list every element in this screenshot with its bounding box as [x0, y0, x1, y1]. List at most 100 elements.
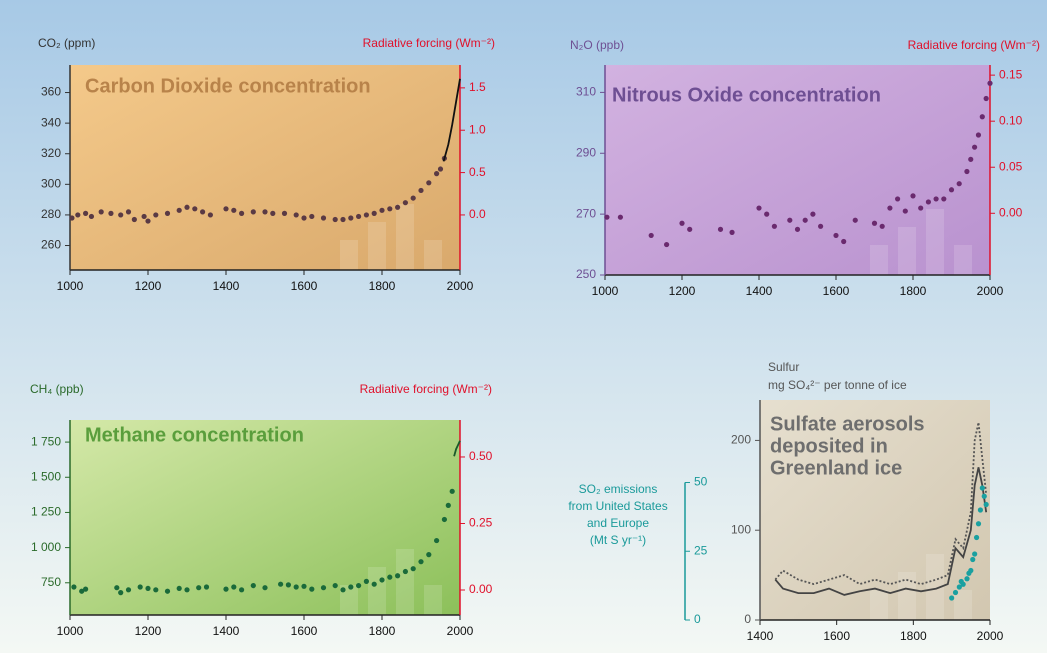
- data-point: [192, 206, 197, 211]
- data-point: [231, 208, 236, 213]
- data-point: [403, 200, 408, 205]
- decor: [424, 585, 442, 615]
- data-point: [984, 502, 989, 507]
- data-point: [395, 205, 400, 210]
- x-tick-label: 1000: [592, 284, 619, 298]
- data-point: [949, 187, 954, 192]
- y2-tick-label: 25: [694, 543, 708, 557]
- x-tick-label: 2000: [447, 624, 474, 638]
- data-point: [395, 573, 400, 578]
- y2-tick-label: 50: [694, 475, 708, 489]
- data-point: [772, 224, 777, 229]
- data-point: [387, 206, 392, 211]
- y-axis-label: CH₄ (ppb): [30, 382, 84, 396]
- data-point: [294, 584, 299, 589]
- figure: Carbon Dioxide concentrationCO₂ (ppm)Rad…: [0, 0, 1047, 653]
- decor: [954, 245, 972, 275]
- chart-title: Carbon Dioxide concentration: [85, 75, 371, 97]
- decor: [870, 590, 888, 620]
- x-tick-label: 1600: [291, 624, 318, 638]
- decor: [396, 549, 414, 615]
- data-point: [795, 227, 800, 232]
- data-point: [418, 188, 423, 193]
- data-point: [926, 199, 931, 204]
- data-point: [223, 206, 228, 211]
- data-point: [153, 212, 158, 217]
- data-point: [957, 181, 962, 186]
- data-point: [964, 576, 969, 581]
- x-tick-label: 2000: [977, 629, 1004, 643]
- data-point: [153, 587, 158, 592]
- data-point: [262, 209, 267, 214]
- data-point: [972, 145, 977, 150]
- data-point: [278, 582, 283, 587]
- y2-axis-label: (Mt S yr⁻¹): [590, 533, 646, 547]
- data-point: [972, 551, 977, 556]
- data-point: [372, 582, 377, 587]
- data-point: [71, 584, 76, 589]
- x-tick-label: 1600: [823, 284, 850, 298]
- y-tick-label: 290: [576, 145, 596, 159]
- data-point: [887, 205, 892, 210]
- decor: [424, 240, 442, 270]
- y2-tick-label: 0.00: [469, 582, 493, 596]
- data-point: [138, 584, 143, 589]
- chart-title: Greenland ice: [770, 457, 902, 479]
- y2-tick-label: 0.0: [469, 207, 486, 221]
- y2-axis-label: from United States: [568, 499, 667, 513]
- data-point: [403, 569, 408, 574]
- x-tick-label: 1200: [669, 284, 696, 298]
- data-point: [348, 584, 353, 589]
- data-point: [618, 215, 623, 220]
- data-point: [604, 215, 609, 220]
- data-point: [348, 215, 353, 220]
- y-tick-label: 750: [41, 575, 61, 589]
- chart-title: Methane concentration: [85, 424, 304, 446]
- data-point: [165, 211, 170, 216]
- data-point: [126, 209, 131, 214]
- x-tick-label: 2000: [977, 284, 1004, 298]
- x-tick-label: 1600: [291, 279, 318, 293]
- data-point: [895, 196, 900, 201]
- data-point: [340, 217, 345, 222]
- data-point: [83, 211, 88, 216]
- data-point: [968, 157, 973, 162]
- data-point: [75, 212, 80, 217]
- data-point: [984, 96, 989, 101]
- data-point: [426, 552, 431, 557]
- x-tick-label: 1200: [135, 624, 162, 638]
- data-point: [387, 575, 392, 580]
- data-point: [841, 239, 846, 244]
- y-tick-label: 100: [731, 522, 751, 536]
- data-point: [756, 205, 761, 210]
- y2-tick-label: 0.15: [999, 67, 1023, 81]
- decor: [340, 240, 358, 270]
- y2-tick-label: 0.25: [469, 516, 493, 530]
- data-point: [982, 494, 987, 499]
- y2-axis-label: SO₂ emissions: [579, 482, 658, 496]
- y2-tick-label: 0.10: [999, 113, 1023, 127]
- x-tick-label: 1800: [900, 284, 927, 298]
- data-point: [165, 589, 170, 594]
- data-point: [83, 587, 88, 592]
- data-point: [987, 81, 992, 86]
- page: Carbon Dioxide concentrationCO₂ (ppm)Rad…: [0, 0, 1047, 653]
- data-point: [872, 221, 877, 226]
- data-point: [333, 583, 338, 588]
- y2-axis-label: Radiative forcing (Wm⁻²): [908, 38, 1040, 52]
- data-point: [340, 587, 345, 592]
- data-point: [251, 209, 256, 214]
- data-point: [446, 503, 451, 508]
- data-point: [118, 590, 123, 595]
- data-point: [438, 166, 443, 171]
- data-point: [177, 208, 182, 213]
- data-point: [903, 208, 908, 213]
- y-axis-label: Sulfur: [768, 360, 799, 374]
- data-point: [964, 169, 969, 174]
- data-point: [223, 587, 228, 592]
- data-point: [356, 583, 361, 588]
- data-point: [442, 517, 447, 522]
- data-point: [810, 212, 815, 217]
- data-point: [239, 211, 244, 216]
- data-point: [184, 205, 189, 210]
